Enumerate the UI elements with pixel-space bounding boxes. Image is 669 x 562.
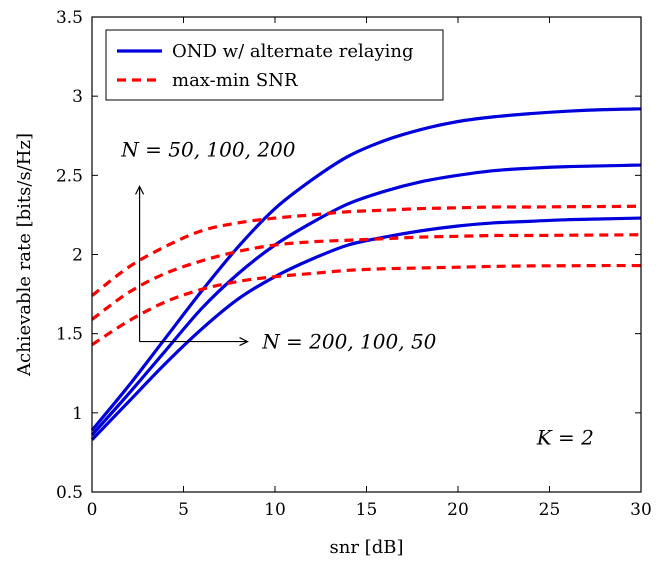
annotation-n-right: N = 200, 100, 50	[261, 330, 436, 354]
axis-labels: snr [dB] Achievable rate [bits/s/Hz]	[14, 133, 404, 558]
legend: OND w/ alternate relaying max-min SNR	[105, 29, 444, 101]
annotation-k: K = 2	[536, 426, 594, 450]
y-tick-label: 0.5	[56, 483, 83, 503]
x-tick-label: 20	[447, 500, 469, 520]
x-tick-label: 0	[87, 500, 98, 520]
legend-label-2: max-min SNR	[172, 70, 298, 91]
y-tick-label: 2.5	[56, 166, 83, 186]
plot-frame	[91, 16, 642, 493]
red-series-line-4	[91, 204, 642, 297]
blue-series-line-1	[90, 107, 642, 432]
series-lines	[90, 107, 642, 441]
x-tick-label: 5	[178, 500, 189, 520]
annotation-n-up: N = 50, 100, 200	[120, 137, 295, 161]
y-tick-label: 1	[72, 404, 83, 424]
x-axis-label: snr [dB]	[330, 537, 404, 557]
arrow-right-head	[239, 337, 249, 347]
axis-ticks: 0 5 10 15 20 25 30 0.5 1 1.5 2 2.5 3 3.5	[56, 8, 652, 520]
y-tick-label: 3	[72, 87, 83, 107]
arrow-up-head	[135, 185, 145, 195]
y-tick-label: 3.5	[56, 8, 83, 28]
x-tick-label: 30	[630, 500, 652, 520]
annotations: N = 50, 100, 200 N = 200, 100, 50 K = 2	[120, 137, 594, 449]
legend-label-1: OND w/ alternate relaying	[172, 41, 414, 62]
x-tick-label: 10	[264, 500, 286, 520]
red-series-line-5	[91, 233, 642, 321]
x-tick-label: 25	[539, 500, 561, 520]
y-axis-label: Achievable rate [bits/s/Hz]	[14, 133, 35, 377]
blue-series-line-2	[90, 163, 642, 437]
red-series-line-6	[91, 263, 642, 347]
y-tick-label: 2	[72, 246, 83, 266]
y-tick-label: 1.5	[56, 325, 83, 345]
x-tick-label: 15	[356, 500, 378, 520]
legend-box	[105, 29, 444, 101]
